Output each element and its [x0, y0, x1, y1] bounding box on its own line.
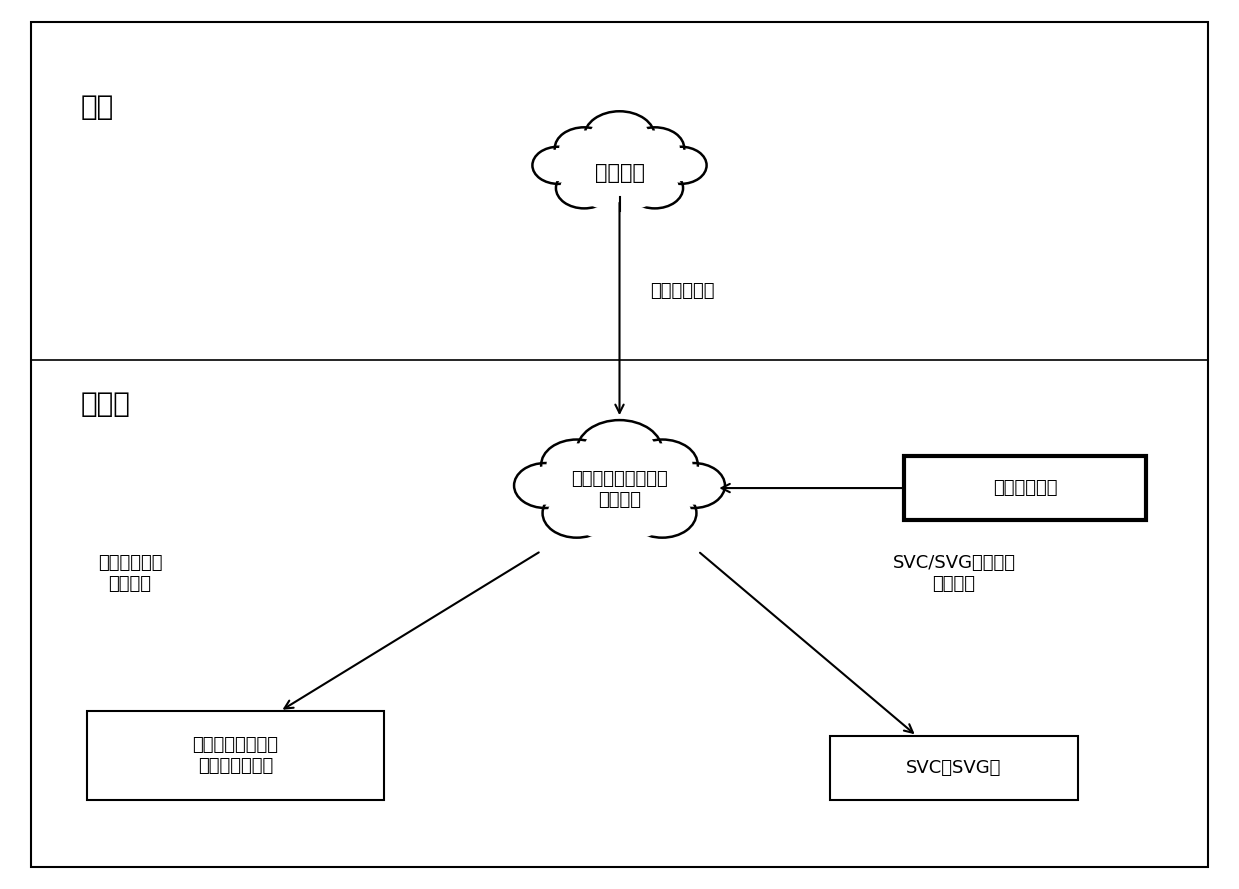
- Text: SVC（SVG）: SVC（SVG）: [907, 759, 1001, 777]
- Circle shape: [560, 126, 679, 211]
- Circle shape: [659, 149, 703, 181]
- Circle shape: [565, 456, 674, 533]
- Circle shape: [628, 489, 696, 538]
- Circle shape: [574, 461, 665, 528]
- Text: 调度中心: 调度中心: [595, 163, 644, 183]
- Text: 风电场: 风电场: [81, 390, 130, 419]
- Bar: [830, 736, 1078, 800]
- Circle shape: [585, 111, 654, 162]
- Circle shape: [627, 439, 698, 491]
- Circle shape: [548, 493, 606, 534]
- Bar: [904, 456, 1146, 520]
- Circle shape: [519, 467, 572, 505]
- Text: 风场电压目标: 风场电压目标: [650, 282, 715, 300]
- Circle shape: [590, 115, 649, 158]
- Circle shape: [514, 463, 576, 508]
- Circle shape: [576, 420, 662, 482]
- Bar: [87, 711, 384, 800]
- Circle shape: [654, 147, 706, 184]
- Text: 风场监控系统: 风场监控系统: [992, 479, 1058, 497]
- Circle shape: [555, 127, 613, 170]
- Circle shape: [546, 444, 607, 487]
- Circle shape: [632, 444, 693, 487]
- Circle shape: [629, 131, 680, 166]
- Circle shape: [559, 131, 610, 166]
- Text: 风电场无功电压综合
控制系统: 风电场无功电压综合 控制系统: [571, 470, 668, 509]
- Text: SVC/SVG电压（无
功）目标: SVC/SVG电压（无 功）目标: [892, 554, 1016, 593]
- Circle shape: [548, 438, 691, 541]
- Circle shape: [667, 467, 720, 505]
- Circle shape: [581, 146, 658, 200]
- Circle shape: [627, 168, 683, 208]
- Circle shape: [584, 425, 655, 477]
- Circle shape: [536, 149, 580, 181]
- Circle shape: [556, 168, 612, 208]
- Circle shape: [626, 127, 684, 170]
- Circle shape: [543, 489, 611, 538]
- Circle shape: [575, 140, 664, 205]
- Text: 风机能量监控平台
（或风电机组）: 风机能量监控平台 （或风电机组）: [192, 736, 279, 775]
- Circle shape: [633, 493, 691, 534]
- Text: 电网: 电网: [81, 92, 114, 121]
- Circle shape: [631, 171, 679, 205]
- Circle shape: [541, 439, 612, 491]
- Circle shape: [560, 171, 608, 205]
- Text: 风机电压（无
功）目标: 风机电压（无 功）目标: [98, 554, 162, 593]
- Circle shape: [533, 147, 585, 184]
- Circle shape: [662, 463, 725, 508]
